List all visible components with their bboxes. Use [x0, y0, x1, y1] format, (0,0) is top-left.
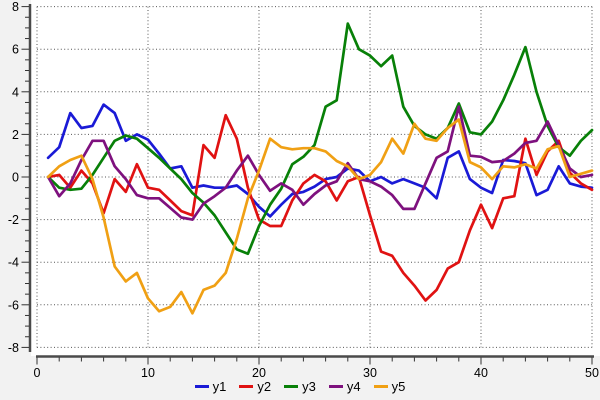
legend-item-y4: y4 — [328, 378, 361, 394]
y-tick-label: 8 — [12, 0, 19, 14]
legend-swatch-y4 — [328, 384, 343, 388]
axis-lines — [28, 4, 594, 358]
legend: y1 y2 y3 y4 y5 — [0, 375, 600, 397]
series-y3 — [46, 22, 594, 256]
y-tick-label: -2 — [8, 213, 19, 227]
tick-labels: -8 -6 -4 -2 0 2 4 6 8 0 10 20 30 40 50 — [8, 0, 599, 380]
y-tick-label: 0 — [12, 171, 19, 185]
legend-swatch-y2 — [239, 384, 254, 388]
series-y2 — [46, 113, 594, 302]
legend-item-y3: y3 — [284, 380, 316, 393]
legend-label-y4: y4 — [346, 378, 361, 394]
legend-item-y1: y1 — [194, 378, 227, 394]
y-tick-label: 4 — [12, 85, 19, 99]
x-tick-label: 10 — [141, 366, 155, 380]
y-tick-label: 2 — [12, 128, 19, 142]
legend-label-y1: y1 — [212, 378, 227, 394]
legend-swatch-y1 — [194, 384, 209, 388]
series-y4 — [46, 105, 594, 221]
x-tick-label: 50 — [585, 366, 599, 380]
legend-label-y5: y5 — [391, 378, 406, 394]
x-tick-label: 30 — [363, 366, 377, 380]
legend-item-y2: y2 — [239, 380, 271, 393]
legend-label-y3: y3 — [302, 378, 316, 394]
series-y5 — [46, 118, 594, 315]
y-tick-label: -4 — [8, 256, 19, 270]
x-tick-label: 40 — [474, 366, 488, 380]
legend-swatch-y5 — [373, 384, 388, 388]
legend-item-y5: y5 — [373, 378, 406, 394]
x-tick-label: 20 — [252, 366, 266, 380]
series-y1 — [46, 103, 594, 218]
y-tick-label: -6 — [8, 298, 19, 312]
y-tick-label: 6 — [12, 43, 19, 57]
legend-label-y2: y2 — [257, 378, 272, 394]
plot-background — [31, 0, 600, 356]
y-tick-label: -8 — [8, 341, 19, 355]
legend-swatch-y3 — [284, 384, 299, 388]
axis-ticks — [21, 6, 593, 365]
x-tick-label: 0 — [34, 366, 41, 380]
